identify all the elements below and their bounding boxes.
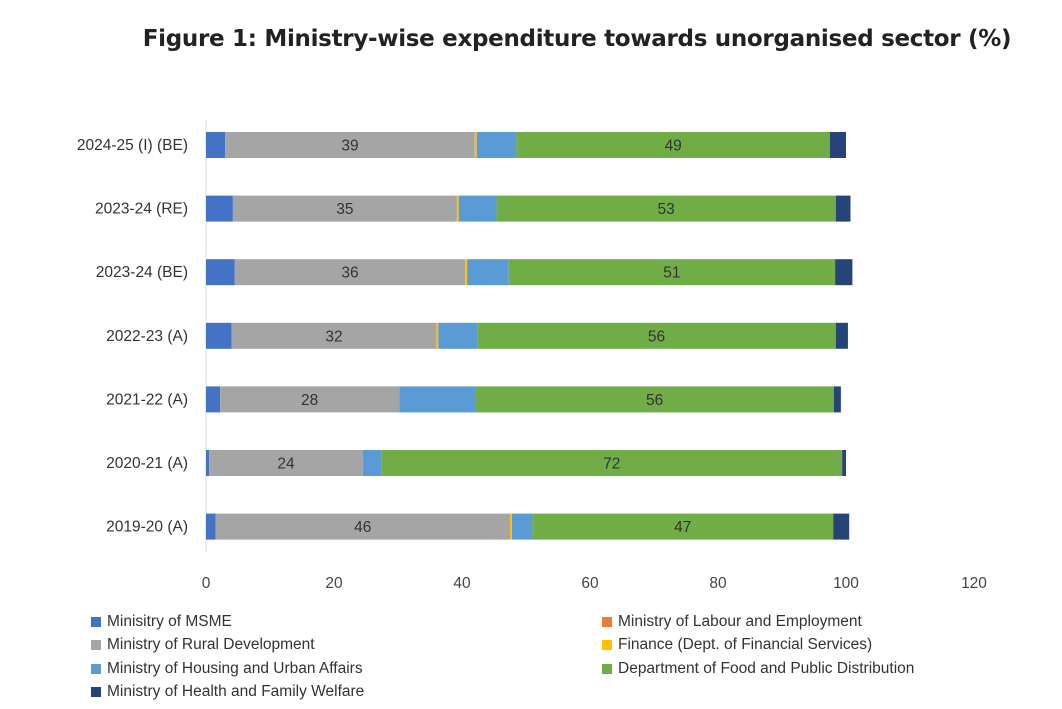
- legend-label: Ministry of Rural Development: [107, 636, 315, 654]
- legend-label: Minisitry of MSME: [107, 613, 232, 630]
- legend-swatch: [91, 686, 101, 697]
- legend-swatch: [91, 617, 101, 627]
- category-label: 2021-22 (A): [106, 391, 188, 408]
- bar-series-group: [206, 132, 853, 540]
- bar-segment: [842, 450, 846, 476]
- legend-swatch: [91, 640, 101, 651]
- legend-label: Finance (Dept. of Financial Services): [618, 636, 873, 654]
- category-labels: 2024-25 (I) (BE) 2023-24 (RE) 2023-24 (BE)…: [77, 137, 188, 536]
- category-label: 2023-24 (RE): [95, 201, 188, 218]
- bar-segment: [206, 513, 216, 540]
- bar-segment: [206, 132, 226, 158]
- chart-title: Figure 1: Ministry-wise expenditure towa…: [142, 26, 1012, 52]
- x-tick-label: 80: [709, 575, 727, 592]
- bar-chart: 2024-25 (I) (BE) 2023-24 (RE) 2023-24 (BE)…: [77, 120, 988, 592]
- x-tick-label: 0: [202, 575, 211, 592]
- bar-segment: [474, 132, 477, 158]
- legend-swatch: [91, 663, 101, 674]
- bar-segment: [496, 195, 836, 222]
- bar-segment: [511, 513, 533, 540]
- bar-segment: [209, 450, 363, 476]
- chart-legend: Minisitry of MSME Ministry of Labour and …: [91, 613, 991, 708]
- bar-segment: [475, 386, 834, 413]
- category-label: 2022-23 (A): [106, 328, 188, 345]
- data-label: 72: [603, 456, 620, 473]
- legend-swatch: [602, 640, 612, 651]
- bar-segment: [477, 322, 836, 349]
- bar-segment: [232, 195, 457, 222]
- bar-segment: [399, 386, 476, 413]
- legend-item: Ministry of Labour and Employment: [602, 613, 862, 631]
- bar-segment: [476, 132, 517, 158]
- bar-segment: [456, 195, 459, 222]
- data-label: 53: [658, 201, 675, 218]
- data-label: 47: [674, 519, 691, 536]
- data-label: 35: [336, 201, 353, 218]
- bar-segment: [234, 259, 466, 286]
- category-label: 2024-25 (I) (BE): [77, 137, 188, 154]
- legend-item: Ministry of Rural Development: [91, 636, 315, 654]
- legend-item: Minisitry of MSME: [91, 613, 232, 631]
- bar-segment: [532, 513, 834, 540]
- data-label: 32: [325, 328, 342, 345]
- bar-segment: [220, 386, 400, 413]
- legend-label: Ministry of Housing and Urban Affairs: [107, 659, 363, 677]
- legend-swatch: [602, 663, 612, 674]
- bar-segment: [833, 386, 841, 413]
- data-label: 56: [648, 328, 665, 345]
- bar-segment: [206, 259, 235, 286]
- x-tick-label: 20: [325, 575, 343, 592]
- legend-label: Ministry of Labour and Employment: [618, 613, 862, 630]
- data-label: 39: [341, 138, 358, 155]
- data-label: 24: [277, 456, 295, 473]
- bar-segment: [467, 259, 509, 286]
- bar-segment: [438, 322, 478, 349]
- data-label: 28: [301, 392, 318, 409]
- x-axis-tick-labels: 0 20 40 60 80 100 120: [202, 575, 988, 592]
- data-label: 46: [354, 519, 371, 536]
- legend-item: Ministry of Housing and Urban Affairs: [91, 660, 363, 678]
- data-label: 49: [665, 138, 682, 155]
- bar-segment: [206, 195, 233, 222]
- legend-item: Department of Food and Public Distributi…: [602, 660, 914, 678]
- bar-segment: [206, 322, 232, 349]
- bar-segment: [516, 132, 830, 158]
- bar-segment: [206, 386, 221, 413]
- x-tick-label: 120: [961, 575, 987, 592]
- category-label: 2023-24 (BE): [96, 264, 188, 281]
- legend-label: Department of Food and Public Distributi…: [618, 659, 915, 677]
- bar-segment: [362, 450, 382, 476]
- bar-segment: [510, 513, 512, 540]
- legend-swatch: [602, 617, 612, 627]
- x-tick-label: 60: [581, 575, 599, 592]
- category-label: 2019-20 (A): [106, 519, 188, 536]
- data-label: 56: [646, 392, 663, 409]
- bar-segment: [508, 259, 836, 286]
- bar-segment: [215, 513, 510, 540]
- bar-segment: [835, 259, 853, 286]
- bar-segment: [835, 322, 848, 349]
- data-label: 51: [663, 265, 680, 282]
- bar-segment: [835, 195, 851, 222]
- bar-segment: [225, 132, 475, 158]
- bar-segment: [830, 132, 846, 158]
- bar-segment: [465, 259, 468, 286]
- data-labels: 39 49 35 53 36 51 32 56 28 56 24 72 46 47: [277, 138, 691, 537]
- bar-segment: [381, 450, 843, 476]
- legend-label: Ministry of Health and Family Welfare: [107, 682, 365, 700]
- x-tick-label: 100: [833, 575, 859, 592]
- bar-segment: [436, 322, 439, 349]
- x-tick-label: 40: [453, 575, 471, 592]
- category-label: 2020-21 (A): [106, 455, 188, 472]
- data-label: 36: [341, 265, 358, 282]
- legend-item: Ministry of Health and Family Welfare: [91, 683, 364, 701]
- legend-item: Finance (Dept. of Financial Services): [602, 636, 872, 654]
- bar-segment: [833, 513, 850, 540]
- bar-segment: [206, 450, 210, 476]
- bar-segment: [458, 195, 497, 222]
- bar-segment: [231, 322, 437, 349]
